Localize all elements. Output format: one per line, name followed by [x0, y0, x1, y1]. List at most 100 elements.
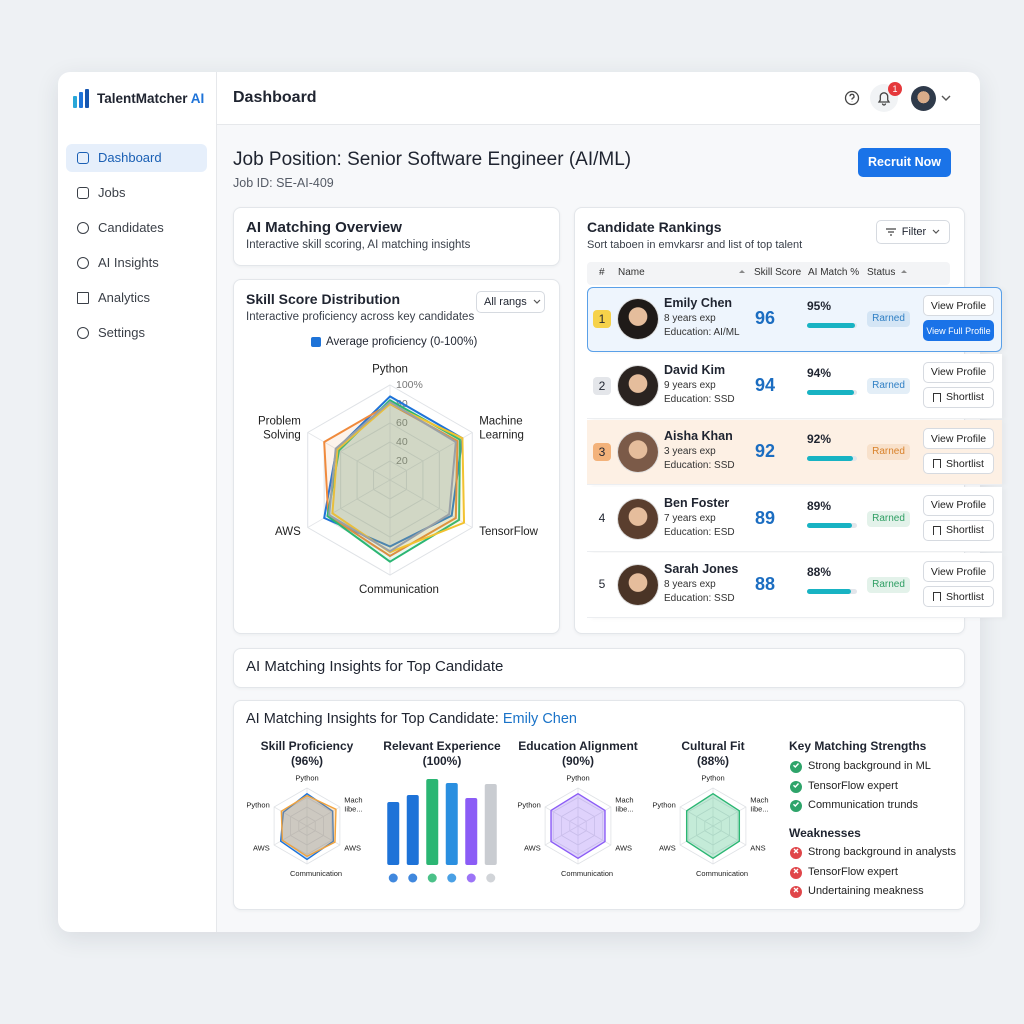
match-track [807, 389, 857, 395]
axis-label: Communication [561, 869, 614, 878]
axis-label: Python [652, 799, 676, 809]
cross-glyph [793, 887, 799, 893]
sidebar [58, 72, 217, 932]
logo [73, 89, 89, 108]
brand-accent: AI [190, 91, 205, 106]
action-button[interactable]: View Profile [923, 361, 994, 383]
match-track [807, 456, 857, 461]
candidate-experience: 8 years exp [664, 313, 716, 324]
filter-button[interactable]: Filter [876, 220, 950, 244]
job-title: Job Position: Senior Software Engineer (… [233, 149, 632, 170]
sort-icon[interactable] [901, 270, 907, 273]
notification-badge: 1 [888, 82, 902, 96]
action-button[interactable]: View Full Profile [923, 320, 994, 341]
candidate-name: Sarah Jones [664, 562, 739, 576]
mini-chart-title: Relevant Experience (100%) [383, 739, 501, 768]
logo-bar [79, 92, 83, 108]
cross-glyph [793, 848, 799, 854]
nav-icon [77, 187, 89, 199]
axis-label: AWS [252, 842, 270, 852]
overview-card [233, 207, 560, 266]
action-button[interactable]: Shortlist [923, 519, 994, 541]
axis-label: Python [246, 799, 270, 809]
icon-part [793, 868, 799, 873]
bookmark-icon [933, 392, 942, 402]
chevron [533, 299, 541, 304]
nav-item[interactable]: Jobs [98, 185, 126, 200]
check-glyph [793, 802, 800, 808]
list-icon [790, 847, 802, 859]
axis-label: AWS [344, 842, 362, 852]
axis-label: AWS [275, 525, 301, 538]
column-header: Name [618, 267, 645, 278]
rank-badge: 2 [593, 376, 611, 395]
legend-swatch [311, 337, 321, 347]
action-button[interactable]: View Profile [923, 494, 994, 516]
help-icon[interactable] [844, 90, 860, 106]
filter-glyph [885, 228, 896, 236]
list-icon [790, 886, 802, 898]
skill-card [233, 279, 560, 634]
candidate-experience: 9 years exp [664, 379, 716, 391]
match-label: 89% [807, 498, 832, 513]
column-header: AI Match % [808, 267, 860, 278]
nav-item[interactable]: Candidates [98, 220, 164, 235]
action-button[interactable]: View Profile [923, 295, 994, 316]
action-button[interactable]: View Profile [923, 561, 994, 582]
nav-icon [77, 292, 89, 304]
rank: 4 [598, 510, 606, 525]
status-pill: Rarned [867, 377, 910, 394]
insights-title: AI Matching Insights for Top Candidate: … [246, 711, 577, 727]
insights-candidate: Emily Chen [502, 711, 577, 727]
nav-item[interactable]: Dashboard [98, 150, 162, 165]
nav-active-bg [66, 144, 207, 172]
overview-title: AI Matching Overview [246, 219, 402, 236]
candidate-education: Education: AI/ML [664, 327, 740, 338]
action-label: Shortlist [946, 391, 984, 403]
user-avatar[interactable] [911, 86, 936, 111]
candidate-experience: 7 years exp [664, 512, 716, 524]
banner-title: AI Matching Insights for Top Candidate [246, 658, 504, 675]
list-item: TensorFlow expert [808, 865, 898, 878]
list-icon [790, 780, 802, 793]
check-glyph [793, 782, 800, 788]
status-pill: Rarned [867, 444, 910, 460]
candidate-experience: 8 years exp [664, 579, 716, 590]
match-bar [807, 522, 852, 528]
match-bar [807, 589, 851, 594]
nav-item[interactable]: Settings [98, 325, 145, 340]
bookmark-icon [933, 592, 942, 601]
recruit-button[interactable]: Recruit Now [858, 148, 951, 177]
axis-label: Python [566, 773, 590, 783]
match-label: 88% [807, 565, 832, 579]
nav-item[interactable]: AI Insights [98, 255, 159, 270]
mini-chart-title: Cultural Fit (88%) [681, 739, 745, 768]
action-button[interactable]: Shortlist [923, 453, 994, 474]
match-track [807, 323, 857, 328]
action-label: Shortlist [946, 524, 984, 536]
overview-subtitle: Interactive skill scoring, AI matching i… [246, 239, 471, 251]
axis-label: Python [372, 363, 408, 376]
brand: TalentMatcher AI [97, 91, 204, 106]
user-menu-chevron[interactable] [941, 94, 951, 102]
nav-item[interactable]: Analytics [98, 290, 151, 305]
sort-icon[interactable] [739, 270, 745, 273]
range-dropdown[interactable]: All rangs [476, 291, 545, 313]
bookmark-icon [933, 459, 942, 468]
axis-label: Machine Learning [479, 415, 524, 442]
insights-title-text: AI Matching Insights for Top Candidate: [246, 711, 499, 727]
rank-badge: 3 [593, 443, 611, 461]
action-button[interactable]: Shortlist [923, 586, 994, 607]
match-bar [807, 389, 854, 395]
action-button[interactable]: View Profile [923, 428, 994, 449]
header-title: Dashboard [233, 89, 317, 106]
action-button[interactable]: Shortlist [923, 386, 994, 408]
rankings-title: Candidate Rankings [587, 219, 722, 235]
bell-icon [877, 92, 891, 106]
list-item: Undertaining meakness [808, 885, 924, 897]
avatar [618, 498, 658, 539]
header-bar [217, 72, 980, 125]
legend-label: Average proficiency (0-100%) [326, 336, 478, 348]
